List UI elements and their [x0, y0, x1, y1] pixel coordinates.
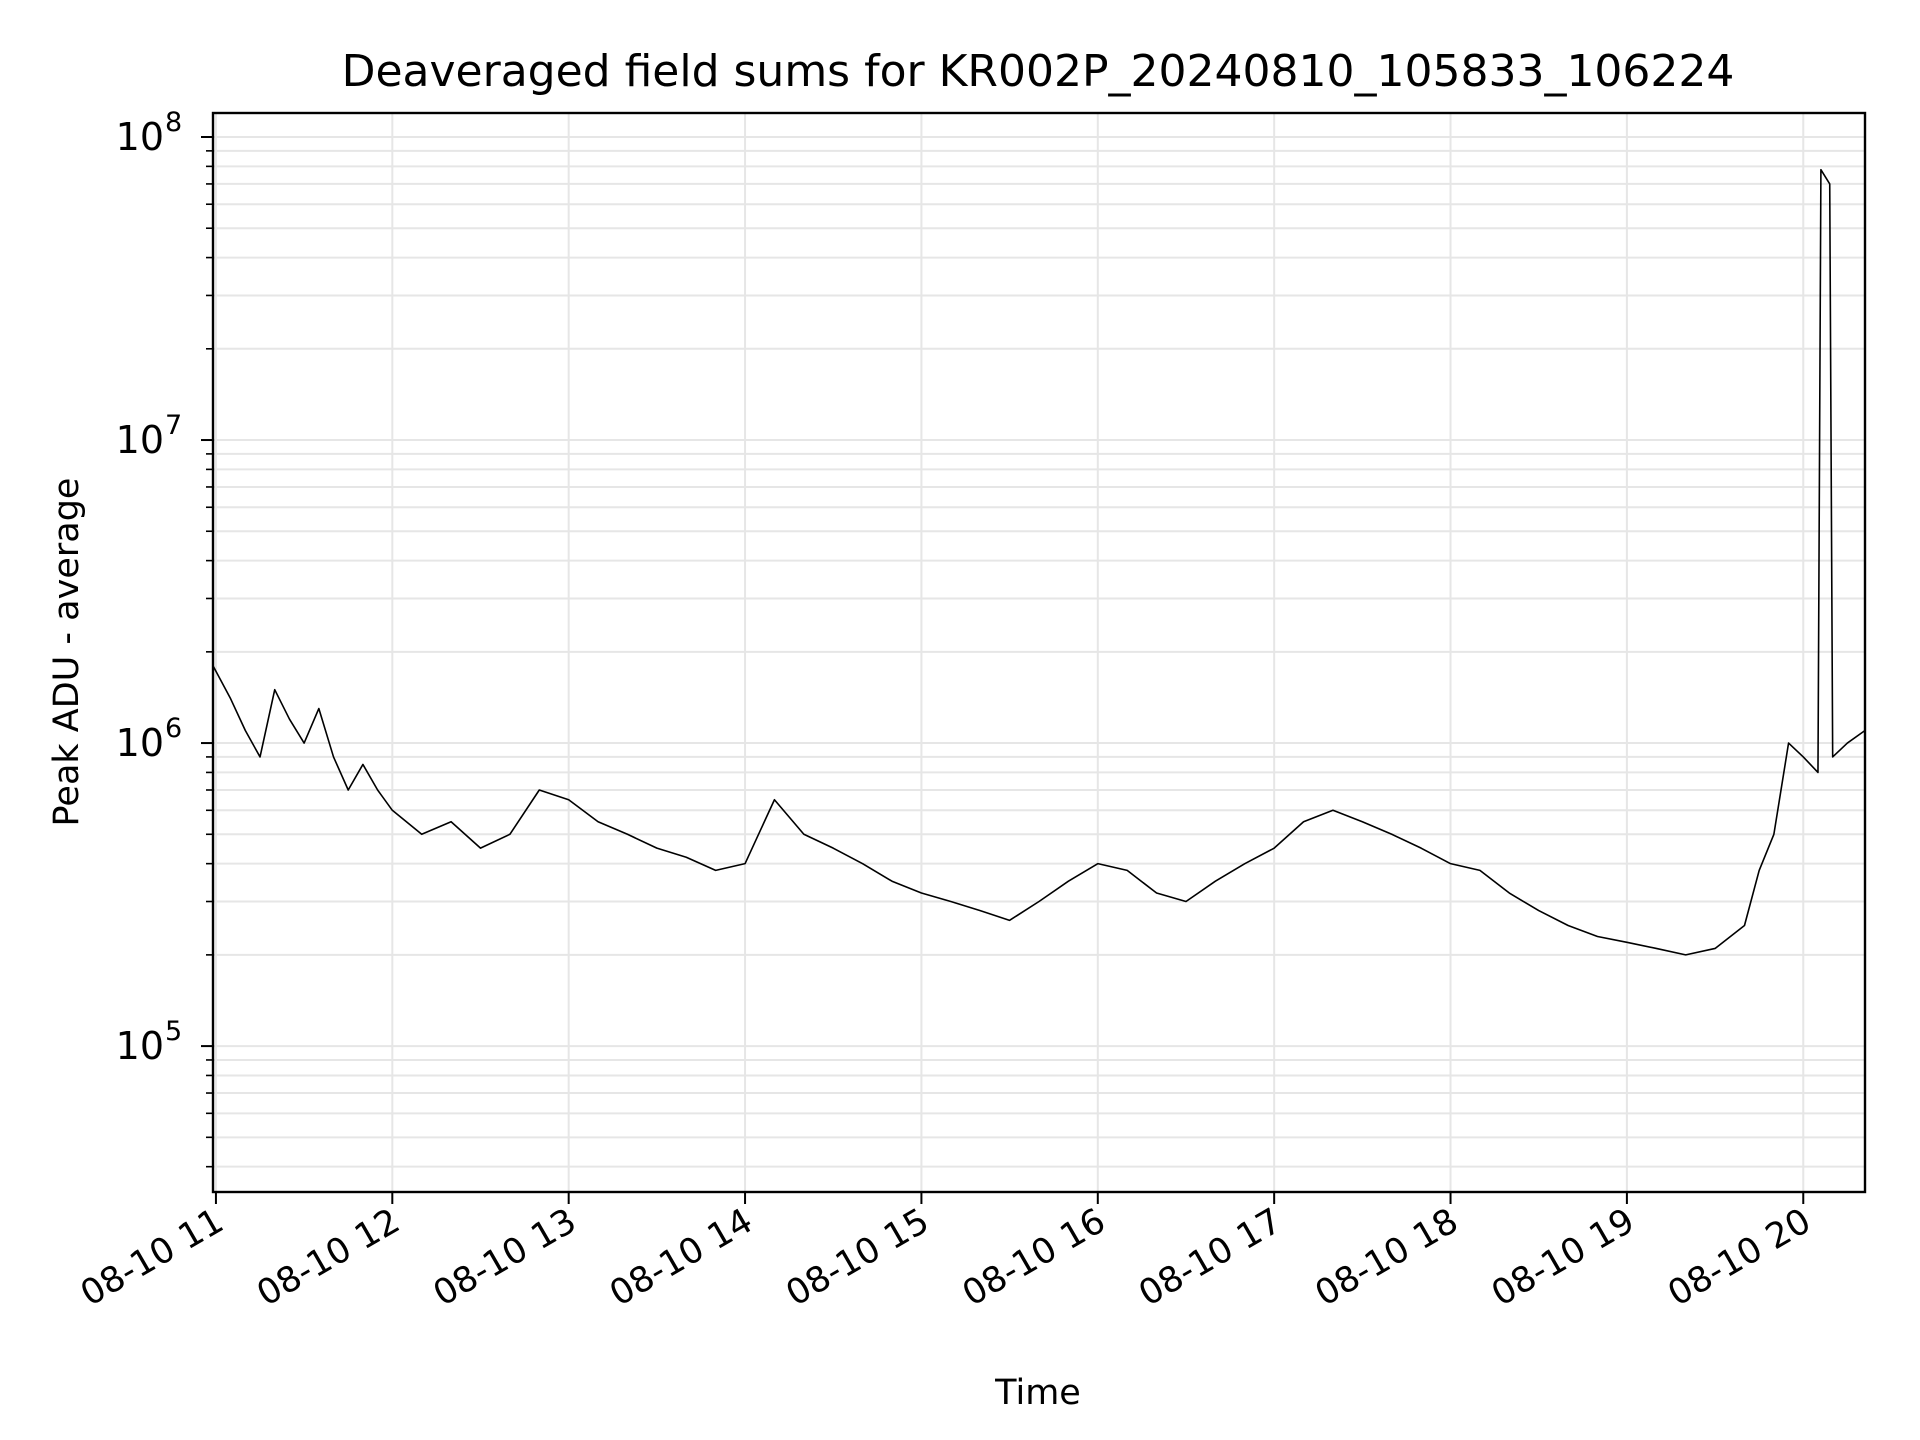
series-line-0	[212, 168, 1866, 956]
series-layer	[212, 168, 1866, 956]
y-tick-label: 10	[116, 418, 164, 462]
y-tick-label: 10	[116, 115, 164, 159]
x-axis-label: Time	[994, 1373, 1081, 1413]
y-tick-exponent: 5	[165, 1016, 182, 1047]
y-tick-exponent: 6	[165, 713, 182, 744]
y-tick-exponent: 7	[165, 410, 182, 441]
y-axis-label: Peak ADU - average	[47, 478, 87, 827]
y-tick-label: 10	[116, 1024, 164, 1068]
chart-title: Deaveraged field sums for KR002P_2024081…	[342, 46, 1735, 97]
y-tick-exponent: 8	[165, 107, 182, 138]
y-tick-label: 10	[116, 721, 164, 765]
grid	[213, 113, 1865, 1192]
